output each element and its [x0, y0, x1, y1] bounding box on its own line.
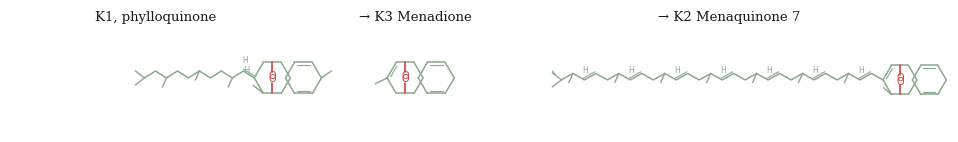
Text: O: O — [268, 71, 276, 82]
Text: H: H — [766, 66, 772, 75]
Text: H: H — [812, 66, 818, 75]
Text: H: H — [243, 65, 249, 75]
Text: → K3 Menadione: → K3 Menadione — [358, 11, 471, 24]
Text: O: O — [896, 77, 903, 87]
Text: O: O — [401, 74, 409, 84]
Text: → K2 Menaquinone 7: → K2 Menaquinone 7 — [658, 11, 801, 24]
Text: H: H — [858, 66, 864, 75]
Text: H: H — [582, 66, 588, 75]
Text: O: O — [268, 74, 276, 84]
Text: O: O — [896, 73, 903, 83]
Text: K1, phylloquinone: K1, phylloquinone — [95, 11, 217, 24]
Text: O: O — [401, 71, 409, 82]
Text: H: H — [720, 66, 726, 75]
Text: H: H — [674, 66, 680, 75]
Text: H: H — [628, 66, 634, 75]
Text: H: H — [242, 56, 248, 65]
